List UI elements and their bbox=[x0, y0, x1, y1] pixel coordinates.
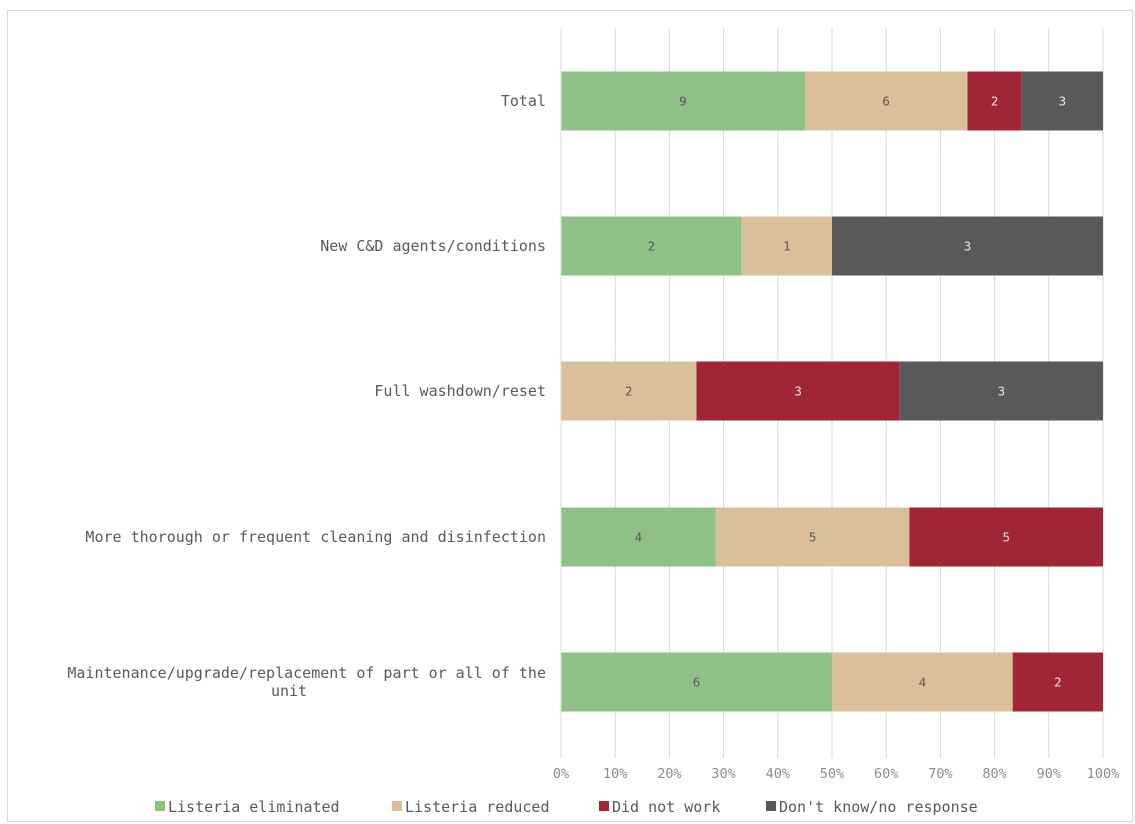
data-label: 2 bbox=[648, 239, 656, 254]
x-tick-label: 40% bbox=[766, 766, 790, 782]
legend-swatch bbox=[599, 801, 609, 811]
x-tick-label: 30% bbox=[711, 766, 735, 782]
data-label: 3 bbox=[1059, 94, 1067, 109]
x-tick-label: 100% bbox=[1087, 766, 1120, 782]
data-label: 4 bbox=[919, 675, 927, 690]
data-label: 6 bbox=[882, 94, 890, 109]
category-label: More thorough or frequent cleaning and d… bbox=[85, 528, 546, 546]
data-label: 6 bbox=[693, 675, 701, 690]
data-label: 3 bbox=[794, 384, 802, 399]
data-label: 5 bbox=[809, 530, 817, 545]
x-tick-label: 10% bbox=[603, 766, 627, 782]
x-tick-label: 60% bbox=[874, 766, 898, 782]
legend-swatch bbox=[392, 801, 402, 811]
category-label: Full washdown/reset bbox=[374, 382, 546, 400]
data-label: 3 bbox=[964, 239, 972, 254]
category-label: unit bbox=[271, 682, 307, 700]
x-tick-label: 20% bbox=[657, 766, 681, 782]
legend-label: Listeria eliminated bbox=[168, 798, 340, 816]
data-label: 2 bbox=[625, 384, 633, 399]
data-label: 2 bbox=[1054, 675, 1062, 690]
category-label: Maintenance/upgrade/replacement of part … bbox=[67, 664, 546, 682]
category-label: New C&D agents/conditions bbox=[320, 237, 546, 255]
legend-label: Don't know/no response bbox=[779, 798, 978, 816]
x-tick-label: 0% bbox=[553, 766, 569, 782]
category-label: Total bbox=[501, 92, 546, 110]
legend-swatch bbox=[766, 801, 776, 811]
legend-label: Listeria reduced bbox=[405, 798, 550, 816]
x-tick-label: 90% bbox=[1037, 766, 1061, 782]
legend-swatch bbox=[155, 801, 165, 811]
data-label: 2 bbox=[991, 94, 999, 109]
data-label: 1 bbox=[783, 239, 791, 254]
data-label: 9 bbox=[679, 94, 687, 109]
data-label: 5 bbox=[1002, 530, 1010, 545]
x-tick-label: 50% bbox=[820, 766, 844, 782]
data-label: 3 bbox=[998, 384, 1006, 399]
data-label: 4 bbox=[635, 530, 643, 545]
legend-label: Did not work bbox=[612, 798, 720, 816]
x-tick-label: 80% bbox=[982, 766, 1006, 782]
x-tick-label: 70% bbox=[928, 766, 952, 782]
